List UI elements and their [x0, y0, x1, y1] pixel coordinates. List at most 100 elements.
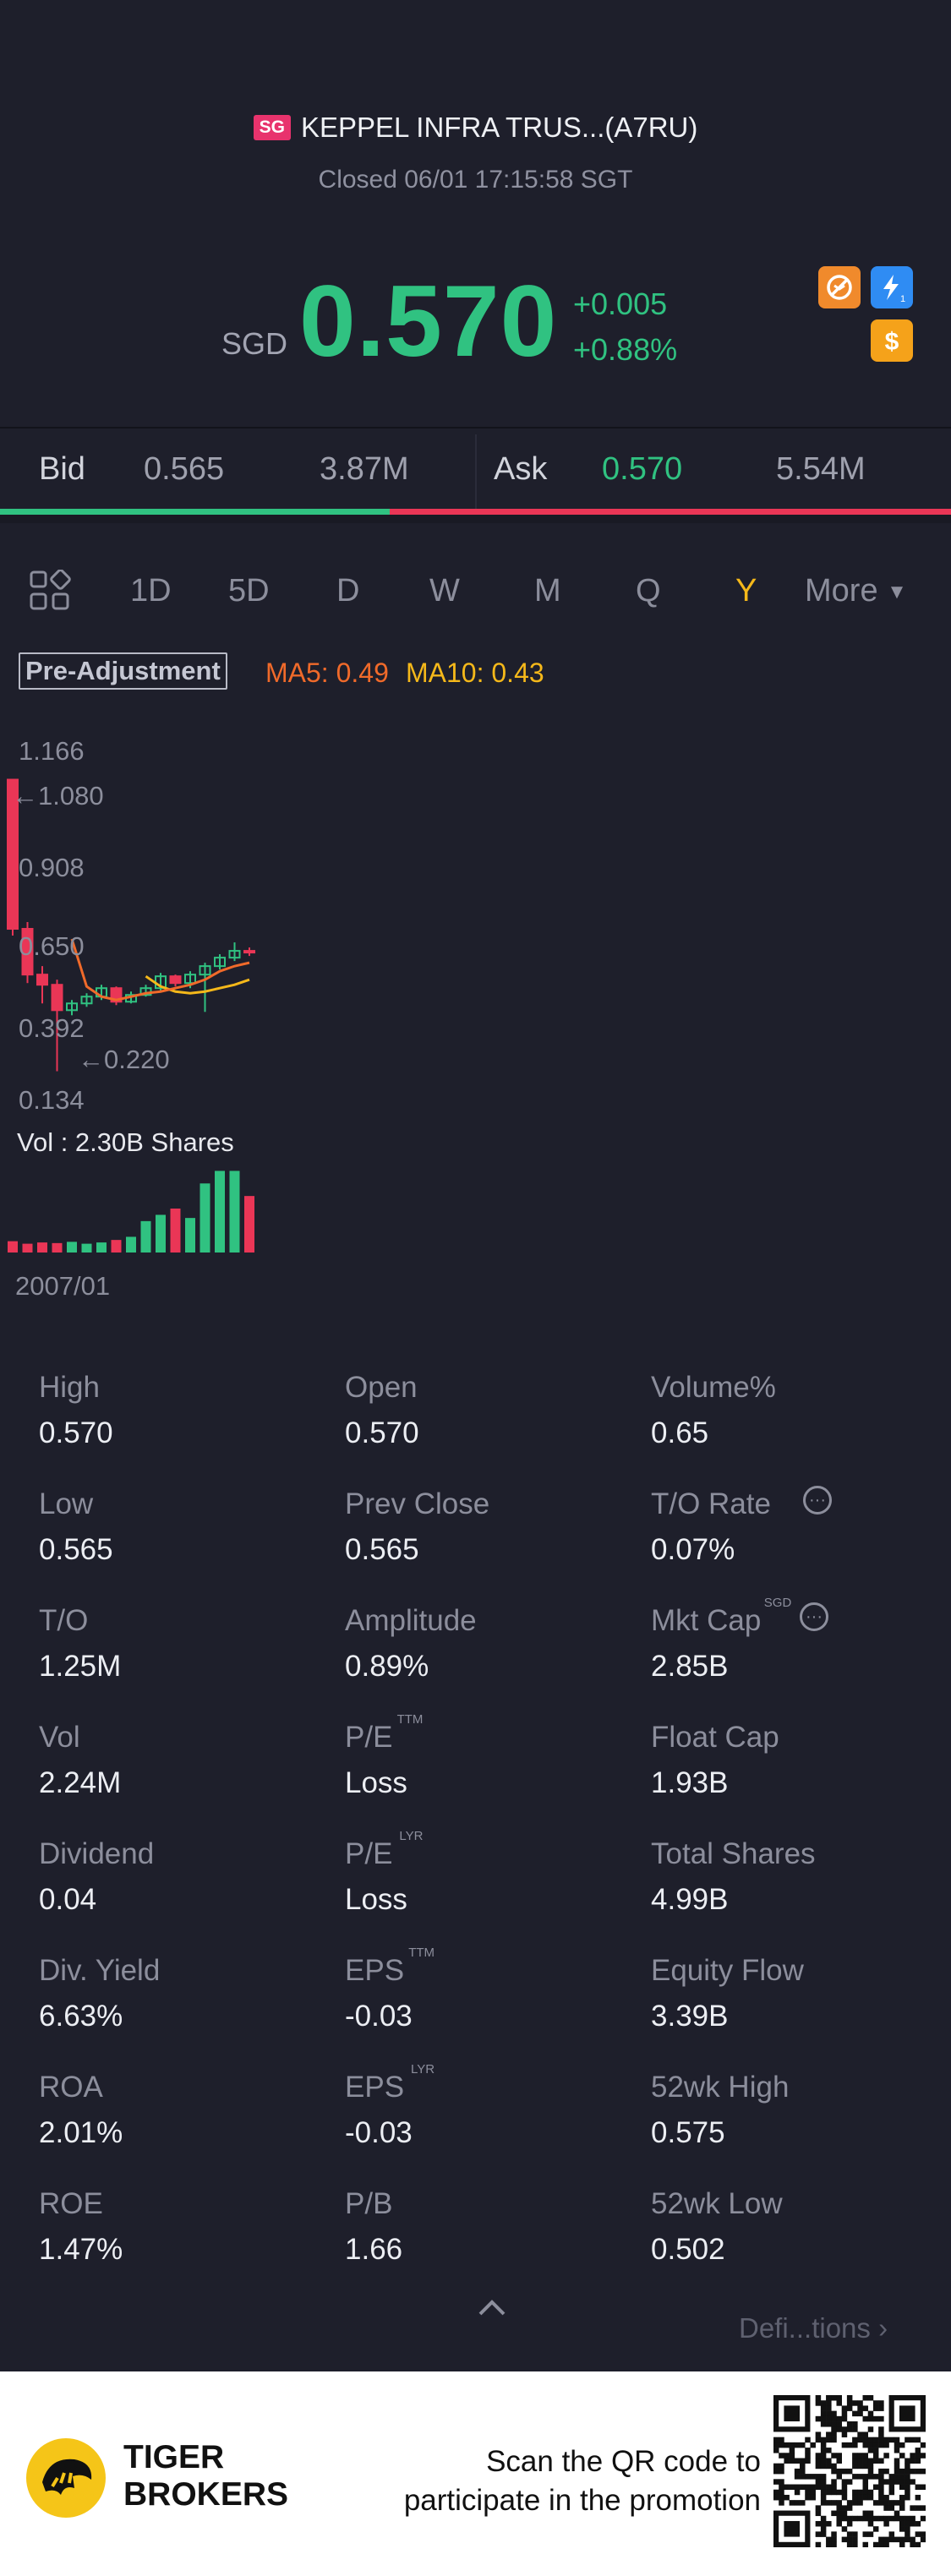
qr-module	[872, 2400, 879, 2406]
adjustment-toggle[interactable]: Pre-Adjustment	[19, 652, 227, 690]
qr-module	[836, 2510, 842, 2517]
stat-value: 0.570	[39, 1416, 113, 1449]
qr-module	[867, 2442, 874, 2448]
brand-name: TIGER BROKERS	[123, 2439, 288, 2513]
tab-m[interactable]: M	[534, 573, 561, 609]
qr-module	[883, 2541, 889, 2547]
qr-module	[789, 2500, 795, 2506]
qr-module	[872, 2437, 879, 2443]
qr-module	[920, 2515, 926, 2522]
stock-name: KEPPEL INFRA TRUS...(A7RU)	[300, 112, 698, 143]
qr-module	[831, 2415, 837, 2422]
qr-module	[857, 2458, 863, 2464]
tab-w[interactable]: W	[429, 573, 460, 609]
stat-cell: Float Cap 1.93B	[651, 1721, 779, 1800]
qr-module	[773, 2437, 779, 2443]
qr-module	[789, 2484, 795, 2491]
stat-label: Volume%	[651, 1371, 776, 1405]
stat-label-text: T/O Rate	[651, 1487, 771, 1520]
qr-module	[905, 2474, 910, 2480]
stat-label: 52wk Low	[651, 2187, 783, 2221]
qr-module	[862, 2489, 869, 2496]
price-pane	[7, 778, 255, 1072]
qr-module	[810, 2442, 816, 2448]
qr-module	[841, 2510, 848, 2517]
qr-module	[820, 2415, 827, 2422]
more-info-icon[interactable]: ···	[800, 1602, 828, 1631]
qr-code[interactable]	[773, 2395, 926, 2547]
stat-value: 1.25M	[39, 1650, 122, 1683]
qr-module	[857, 2400, 863, 2406]
qr-module	[789, 2448, 795, 2453]
stat-label-text: EPS	[345, 1954, 405, 1987]
qr-module	[920, 2536, 926, 2543]
qr-module	[820, 2442, 827, 2448]
qr-module	[915, 2494, 921, 2501]
qr-module	[899, 2515, 905, 2522]
qr-module	[815, 2505, 822, 2511]
more-menu[interactable]: More ▼	[805, 573, 907, 609]
qr-module	[878, 2474, 884, 2480]
qr-module	[872, 2526, 879, 2532]
chevron-right-icon: ›	[878, 2312, 888, 2344]
no-short-icon[interactable]	[818, 266, 861, 308]
qr-module	[846, 2520, 853, 2527]
tab-5d[interactable]: 5D	[228, 573, 270, 609]
tab-d[interactable]: D	[336, 573, 360, 609]
qr-module	[789, 2442, 795, 2448]
svg-text:1: 1	[900, 294, 905, 303]
tab-1d[interactable]: 1D	[130, 573, 172, 609]
qr-module	[872, 2415, 879, 2422]
qr-module	[826, 2536, 832, 2543]
qr-module	[789, 2458, 795, 2464]
more-info-icon[interactable]: ···	[803, 1486, 832, 1514]
volume-bar	[96, 1242, 107, 1253]
qr-module	[883, 2453, 889, 2459]
qr-module	[852, 2531, 858, 2537]
stat-label: Mkt Cap SGD	[651, 1596, 791, 1638]
volume-bar	[8, 1241, 18, 1253]
qr-module	[784, 2442, 790, 2448]
qr-module	[862, 2494, 869, 2501]
qr-module	[899, 2494, 905, 2501]
qr-module	[800, 2442, 806, 2448]
bid-size: 3.87M	[320, 451, 409, 487]
qr-module	[846, 2505, 853, 2511]
qr-module	[899, 2468, 905, 2475]
market-status: Closed 06/01 17:15:58 SGT	[318, 166, 633, 194]
qr-module	[905, 2479, 910, 2485]
definitions-link[interactable]: Defi...tions ›	[739, 2312, 888, 2344]
candle-body	[169, 975, 182, 985]
qr-module	[878, 2458, 884, 2464]
qr-module	[883, 2479, 889, 2485]
stat-label: Open	[345, 1371, 418, 1405]
qr-module	[800, 2474, 806, 2480]
stat-value: 1.93B	[651, 1766, 729, 1799]
qr-module	[815, 2541, 822, 2547]
grid-icon[interactable]	[29, 569, 71, 616]
qr-module	[910, 2505, 915, 2511]
collapse-button[interactable]	[475, 2295, 509, 2323]
qr-module	[810, 2484, 816, 2491]
qr-module	[867, 2520, 874, 2527]
stat-cell: Total Shares 4.99B	[651, 1837, 816, 1917]
bid-ask-bar[interactable]: Bid 0.565 3.87M Ask 0.570 5.54M	[0, 429, 951, 514]
stat-cell: High 0.570	[39, 1371, 113, 1450]
dollar-icon[interactable]: $	[871, 319, 913, 362]
qr-module	[867, 2474, 874, 2480]
lightning-icon[interactable]: 1	[871, 266, 913, 308]
stat-cell: ROE 1.47%	[39, 2187, 123, 2267]
brand-line-1: TIGER	[123, 2439, 225, 2475]
stat-label-text: Mkt Cap	[651, 1604, 762, 1637]
qr-module	[789, 2453, 795, 2459]
kline-chart[interactable]: 1.166 0.908 0.650 0.392 0.134 ←1.080 ←0.…	[0, 727, 304, 1318]
tab-q[interactable]: Q	[636, 573, 661, 609]
tab-y[interactable]: Y	[735, 573, 757, 609]
promo-text: Scan the QR code to participate in the p…	[404, 2442, 761, 2520]
qr-module	[857, 2494, 863, 2501]
qr-module	[820, 2484, 827, 2491]
stat-value: Loss	[345, 1766, 407, 1799]
qr-module	[846, 2426, 853, 2432]
qr-module	[831, 2541, 837, 2547]
stock-title[interactable]: SG KEPPEL INFRA TRUS...(A7RU)	[0, 112, 951, 144]
